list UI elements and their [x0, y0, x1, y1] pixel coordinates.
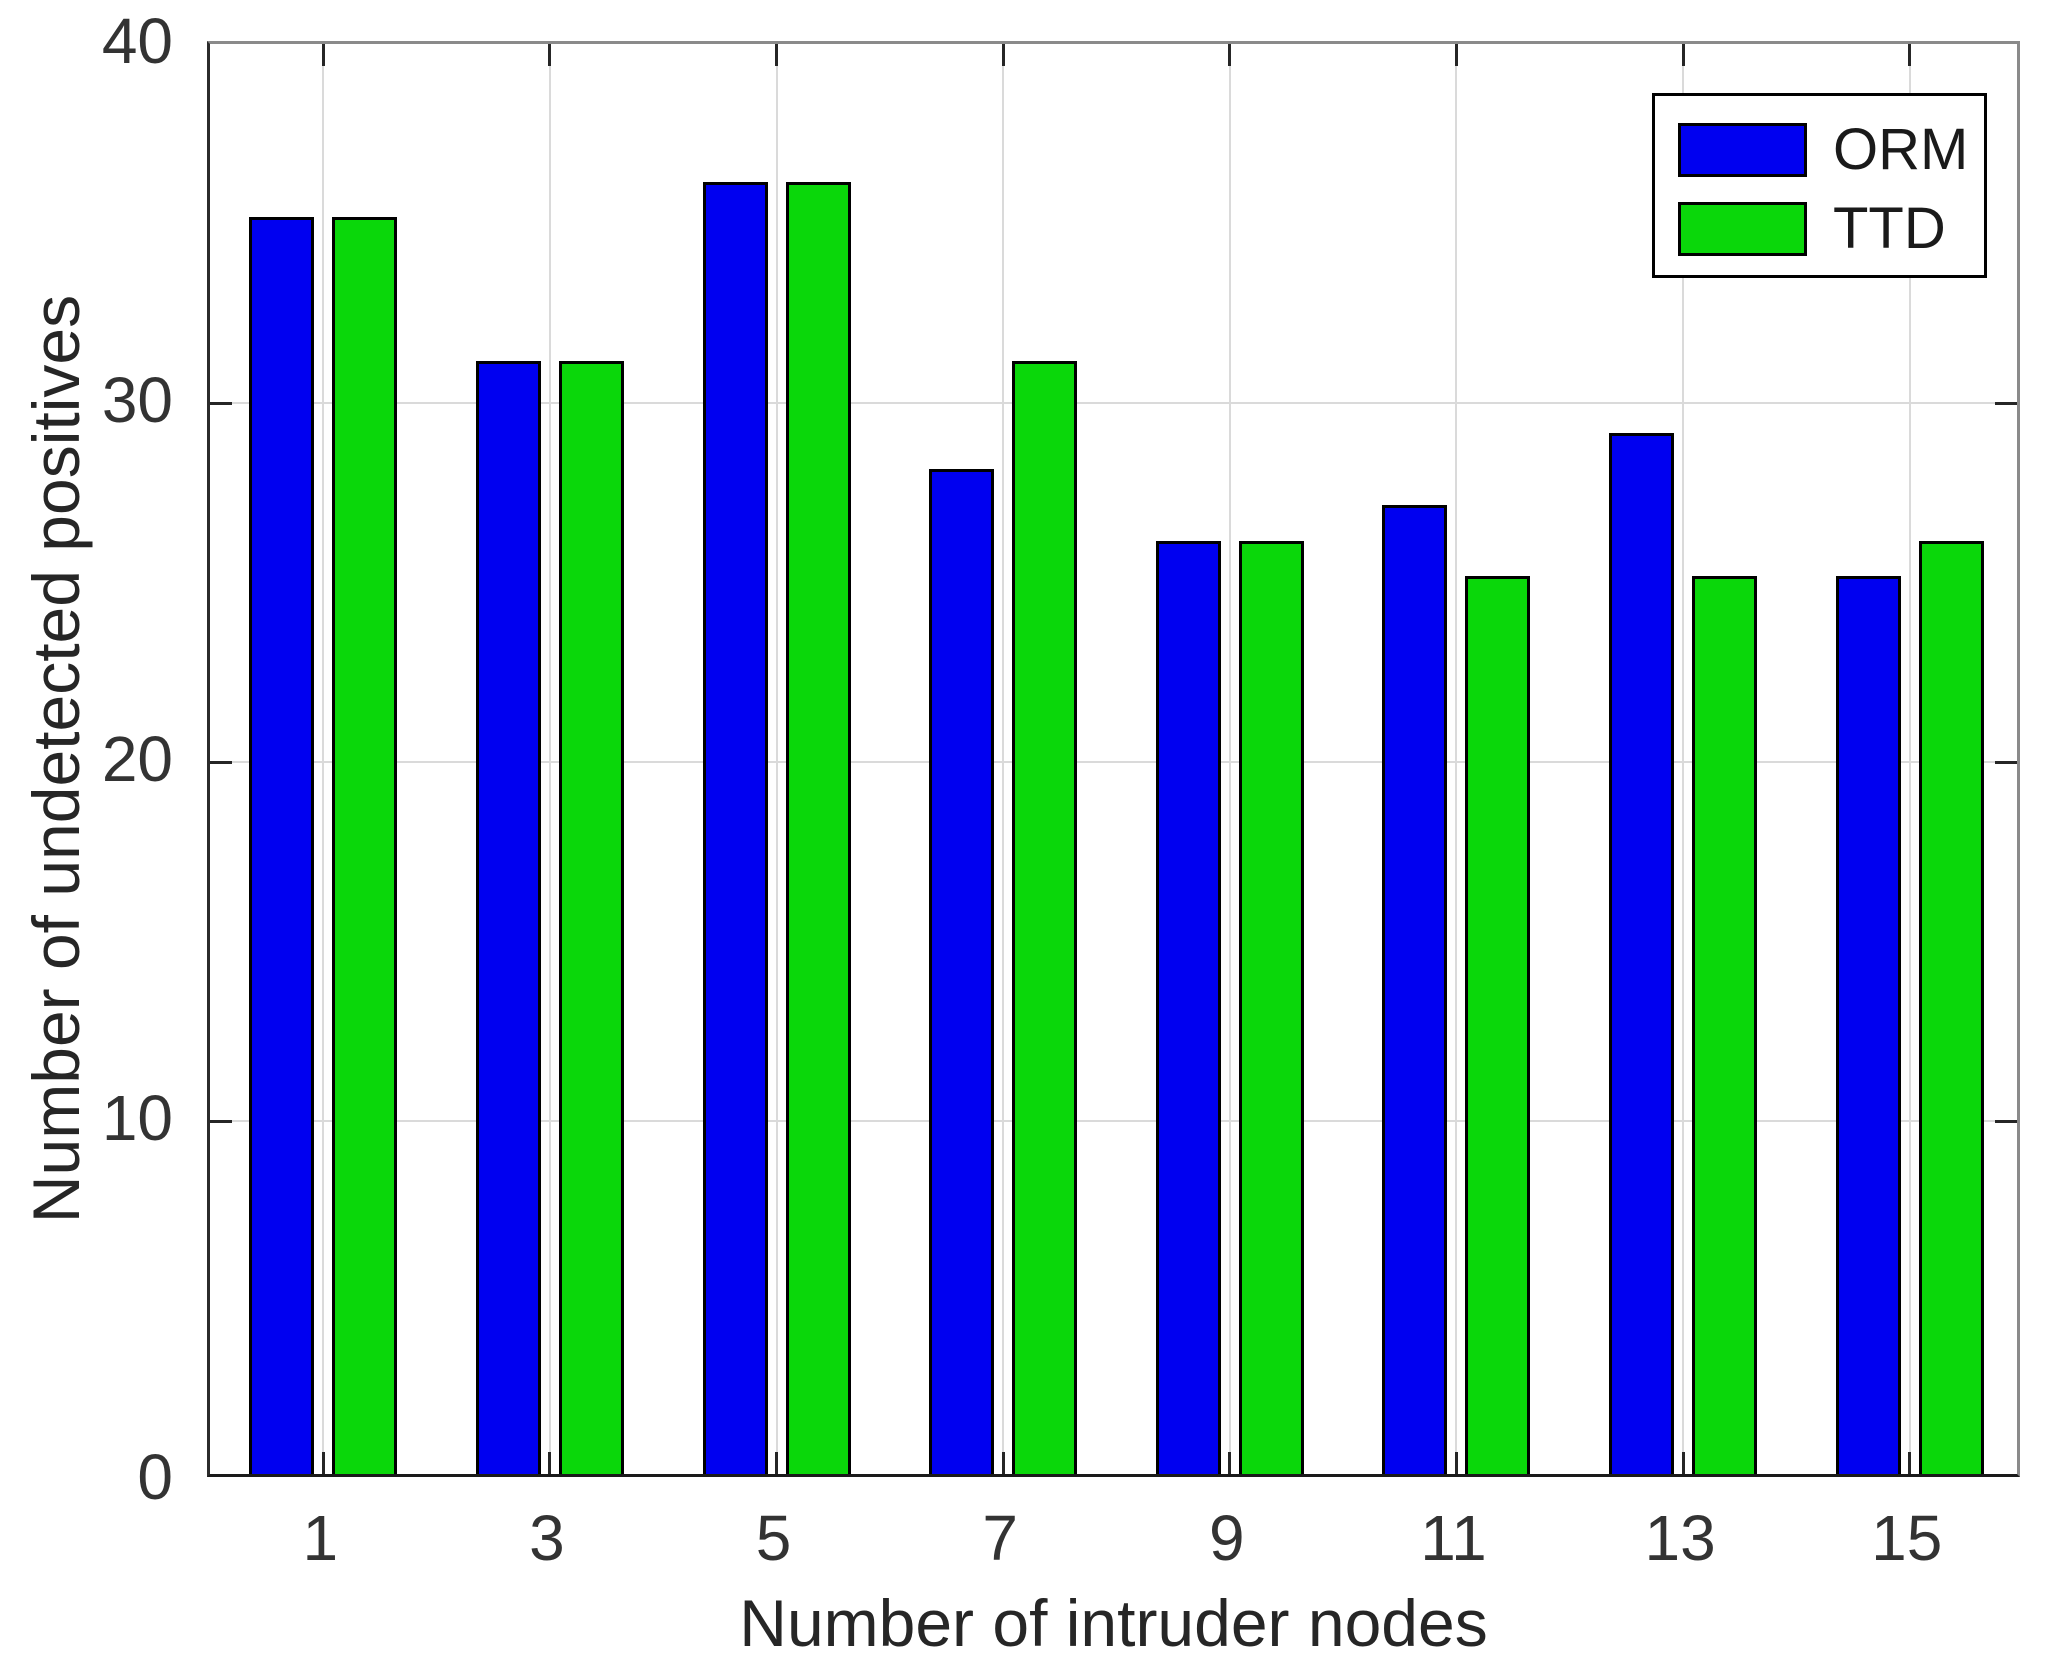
legend-label-orm: ORM [1833, 117, 1969, 182]
x-tick-top-5 [775, 44, 779, 66]
y-tick-label-30: 30 [101, 364, 173, 436]
bar-ttd-1 [332, 217, 398, 1474]
y-tick-label-10: 10 [101, 1082, 173, 1154]
plot-area [207, 41, 2020, 1477]
x-axis-label: Number of intruder nodes [739, 1586, 1488, 1660]
x-tick-top-11 [1454, 44, 1458, 66]
legend-item-orm: ORM [1678, 121, 1968, 179]
x-tick-label-1: 1 [302, 1502, 339, 1574]
gridline-y-20 [210, 761, 2017, 763]
x-tick-bottom-5 [775, 1452, 779, 1474]
bar-ttd-3 [558, 361, 624, 1474]
y-tick-left-30 [210, 401, 232, 405]
x-tick-label-11: 11 [1420, 1502, 1487, 1574]
bar-orm-1 [249, 217, 315, 1474]
legend-swatch-orm [1678, 123, 1807, 177]
y-tick-right-30 [1995, 401, 2017, 405]
x-tick-label-7: 7 [982, 1502, 1018, 1574]
x-tick-bottom-9 [1228, 1452, 1232, 1474]
gridline-x-11 [1455, 44, 1458, 1474]
gridline-x-3 [548, 44, 551, 1474]
y-tick-left-20 [210, 760, 232, 764]
legend: ORM TTD [1652, 93, 1987, 278]
gridline-x-13 [1682, 44, 1685, 1474]
x-tick-bottom-7 [1001, 1452, 1005, 1474]
x-tick-top-7 [1001, 44, 1005, 66]
bar-orm-13 [1609, 433, 1675, 1474]
x-tick-bottom-11 [1454, 1452, 1458, 1474]
gridline-x-15 [1908, 44, 1911, 1474]
y-tick-label-0: 0 [137, 1441, 173, 1513]
bar-ttd-15 [1918, 541, 1984, 1474]
legend-swatch-ttd [1678, 202, 1807, 256]
x-tick-bottom-15 [1908, 1452, 1912, 1474]
x-tick-top-15 [1908, 44, 1912, 66]
x-tick-top-9 [1228, 44, 1232, 66]
bar-ttd-13 [1692, 576, 1758, 1474]
bar-ttd-7 [1012, 361, 1078, 1474]
x-tick-label-15: 15 [1871, 1502, 1943, 1574]
bar-orm-3 [475, 361, 541, 1474]
y-tick-right-10 [1995, 1119, 2017, 1123]
gridline-x-5 [775, 44, 778, 1474]
gridline-x-7 [1002, 44, 1005, 1474]
y-tick-right-20 [1995, 760, 2017, 764]
bar-orm-7 [929, 469, 995, 1474]
x-tick-bottom-1 [321, 1452, 325, 1474]
x-tick-top-3 [548, 44, 552, 66]
bar-orm-11 [1382, 505, 1448, 1474]
x-tick-label-3: 3 [529, 1502, 565, 1574]
x-tick-top-13 [1681, 44, 1685, 66]
y-tick-label-40: 40 [101, 5, 173, 77]
x-tick-top-1 [321, 44, 325, 66]
gridline-y-30 [210, 402, 2017, 404]
x-tick-label-9: 9 [1209, 1502, 1245, 1574]
gridline-y-10 [210, 1120, 2017, 1122]
bar-orm-9 [1155, 541, 1221, 1474]
gridline-x-9 [1228, 44, 1231, 1474]
x-tick-bottom-13 [1681, 1452, 1685, 1474]
legend-label-ttd: TTD [1833, 196, 1946, 261]
bar-orm-5 [702, 182, 768, 1474]
bar-ttd-5 [785, 182, 851, 1474]
bar-orm-15 [1835, 576, 1901, 1474]
x-tick-label-13: 13 [1644, 1502, 1716, 1574]
y-tick-label-20: 20 [101, 723, 173, 795]
x-tick-bottom-3 [548, 1452, 552, 1474]
legend-item-ttd: TTD [1678, 200, 1946, 258]
y-tick-left-10 [210, 1119, 232, 1123]
bar-ttd-9 [1238, 541, 1304, 1474]
x-tick-label-5: 5 [755, 1502, 792, 1574]
bar-ttd-11 [1465, 576, 1531, 1474]
gridline-x-1 [322, 44, 325, 1474]
